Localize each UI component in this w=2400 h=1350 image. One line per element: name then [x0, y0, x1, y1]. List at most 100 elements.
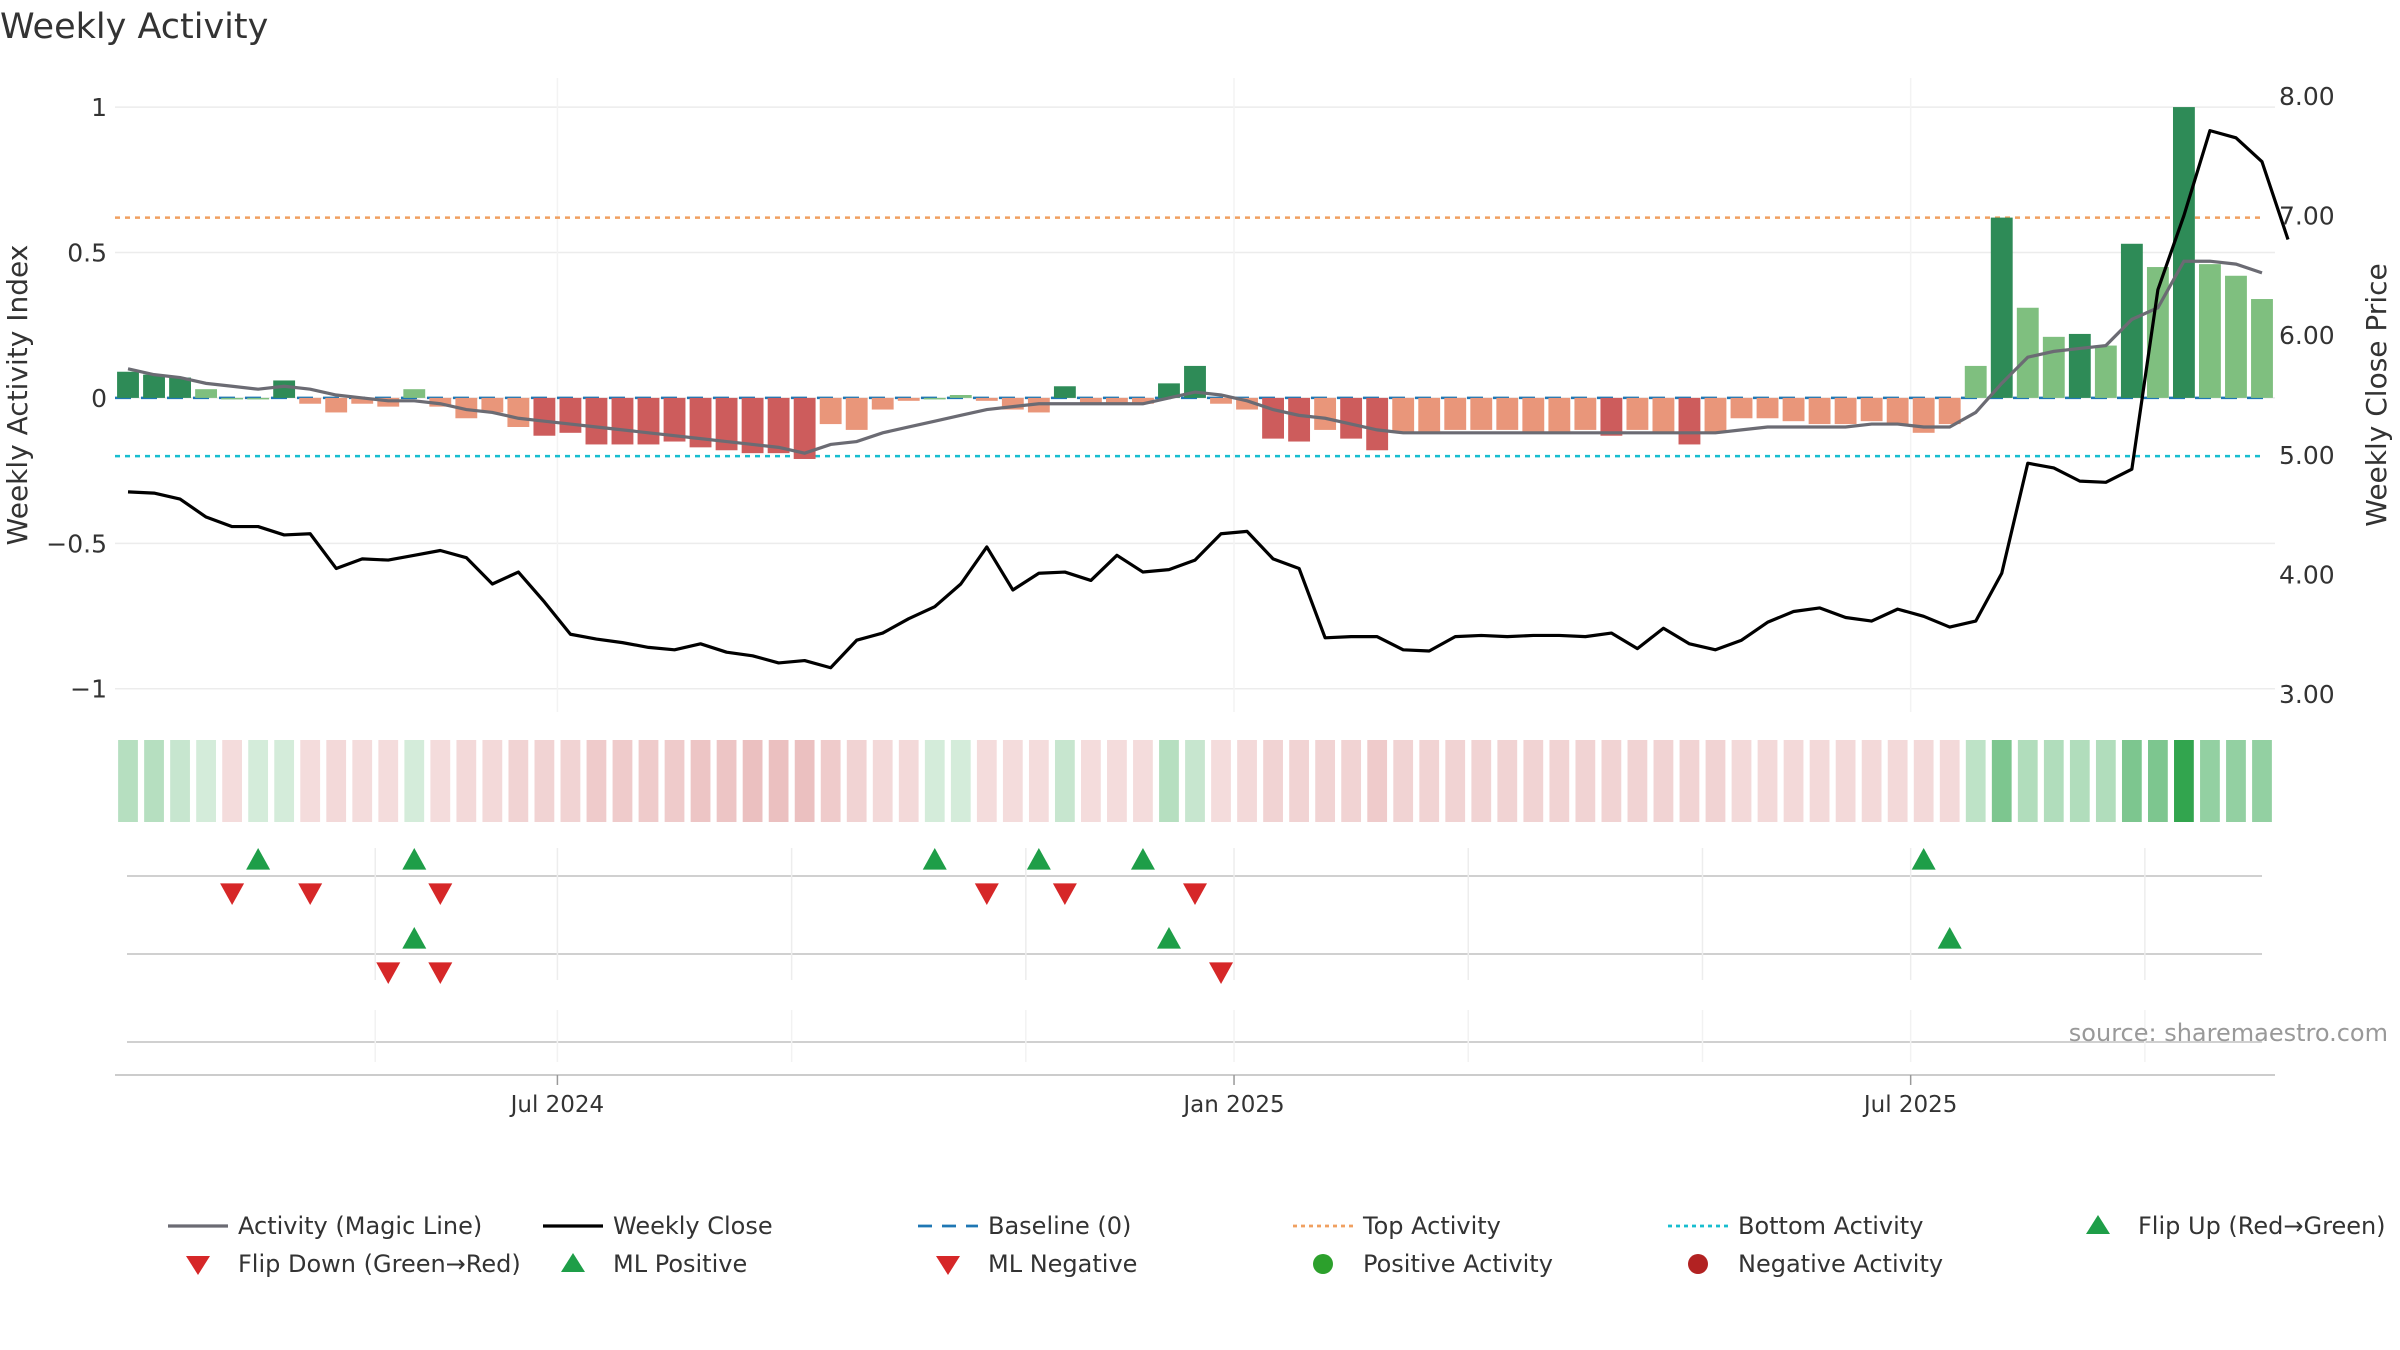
strip-cell — [768, 740, 789, 822]
strip-cell — [1731, 740, 1752, 822]
strip-cell — [1757, 740, 1778, 822]
strip-cell — [118, 740, 138, 822]
strip-cell — [898, 740, 919, 822]
activity-bar — [1600, 397, 1623, 436]
strip-cell — [1341, 740, 1362, 822]
activity-bar — [559, 397, 582, 433]
strip-cell — [872, 740, 893, 822]
strip-cell — [1809, 740, 1830, 822]
strip-cell — [1549, 740, 1570, 822]
activity-bar — [949, 395, 972, 398]
weekly-close-line — [127, 129, 2290, 670]
legend-label: Baseline (0) — [988, 1212, 1131, 1240]
strip-cell — [1861, 740, 1882, 822]
activity-bar — [1262, 397, 1285, 439]
activity-bar — [1158, 383, 1180, 398]
strip-cell — [664, 740, 685, 822]
strip-cell — [1653, 740, 1674, 822]
strip-cell — [924, 740, 945, 822]
strip-cell — [2148, 740, 2168, 822]
legend-item: Baseline (0) — [918, 1212, 1131, 1240]
left-tick-label: 1 — [91, 93, 107, 122]
activity-bar — [1522, 397, 1545, 433]
activity-bar — [325, 397, 348, 413]
activity-bar — [715, 397, 738, 451]
activity-bar — [1079, 397, 1102, 404]
strip-cell — [1263, 740, 1283, 822]
legend-item: Flip Down (Green→Red) — [186, 1250, 521, 1278]
left-axis-ticks: 1 0.5 0 −0.5 −1 — [46, 93, 107, 704]
activity-bar — [1730, 397, 1753, 419]
strip-cell — [1679, 740, 1700, 822]
activity-bar — [1444, 397, 1467, 430]
activity-bar — [689, 397, 712, 448]
legend-swatch-circle — [1688, 1254, 1708, 1274]
legend-item: Positive Activity — [1313, 1250, 1553, 1278]
right-tick-label: 7.00 — [2279, 202, 2335, 231]
activity-bar — [1938, 397, 1961, 425]
activity-bar — [1652, 397, 1675, 433]
activity-bar — [1574, 397, 1597, 430]
strip-cell — [1315, 740, 1336, 822]
legend-item: Negative Activity — [1688, 1250, 1943, 1278]
strip-cell — [638, 740, 659, 822]
strip-cell — [170, 740, 190, 822]
legend-label: Bottom Activity — [1738, 1212, 1923, 1240]
strip-cell — [846, 740, 867, 822]
activity-bar — [663, 397, 686, 442]
activity-heat-strip — [118, 740, 2272, 822]
strip-cell — [716, 740, 737, 822]
activity-bar — [117, 371, 139, 398]
right-tick-label: 3.00 — [2279, 680, 2335, 709]
strip-cell — [1575, 740, 1596, 822]
activity-bar — [1912, 397, 1935, 433]
activity-bar — [273, 380, 296, 398]
left-tick-label: 0.5 — [67, 238, 107, 267]
activity-bar — [1678, 397, 1701, 445]
reference-lines — [115, 216, 2265, 458]
left-tick-label: −1 — [70, 675, 107, 704]
legend-swatch-tri-down — [186, 1256, 210, 1275]
strip-cell — [2043, 740, 2064, 822]
flip-down-marker — [428, 883, 453, 905]
strip-cell — [274, 740, 295, 822]
activity-bar — [845, 397, 868, 430]
flip-up-marker — [922, 848, 947, 870]
strip-cell — [508, 740, 529, 822]
strip-cell — [1393, 740, 1414, 822]
flip-down-marker — [1052, 883, 1077, 905]
activity-bar — [975, 397, 998, 401]
legend-item: Bottom Activity — [1668, 1212, 1923, 1240]
flip-up-marker — [1130, 848, 1155, 870]
strip-cell — [482, 740, 503, 822]
legend-label: Flip Down (Green→Red) — [238, 1250, 521, 1278]
legend-label: Activity (Magic Line) — [238, 1212, 482, 1240]
strip-cell — [430, 740, 451, 822]
legend-label: ML Negative — [988, 1250, 1137, 1278]
strip-cell — [1185, 740, 1205, 822]
legend-label: Negative Activity — [1738, 1250, 1943, 1278]
strip-cell — [352, 740, 373, 822]
legend-item: ML Negative — [936, 1250, 1137, 1278]
strip-cell — [1289, 740, 1309, 822]
activity-bar — [611, 397, 634, 445]
activity-bar — [2068, 333, 2091, 398]
flip-down-marker — [220, 883, 245, 905]
activity-bar — [871, 397, 894, 410]
strip-cell — [2095, 740, 2116, 822]
activity-bar — [1418, 397, 1441, 433]
strip-cell — [534, 740, 555, 822]
activity-bar — [403, 389, 426, 398]
strip-cell — [1523, 740, 1544, 822]
legend-label: ML Positive — [613, 1250, 747, 1278]
activity-bar — [585, 397, 608, 445]
strip-cell — [2121, 740, 2142, 822]
flip-down-marker — [1183, 883, 1207, 905]
strip-cell — [248, 740, 269, 822]
strip-cell — [794, 740, 815, 822]
activity-bar — [143, 374, 165, 398]
ml-negative-marker — [376, 962, 401, 984]
activity-bar — [767, 397, 790, 454]
strip-cell — [196, 740, 216, 822]
strip-cell — [378, 740, 399, 822]
